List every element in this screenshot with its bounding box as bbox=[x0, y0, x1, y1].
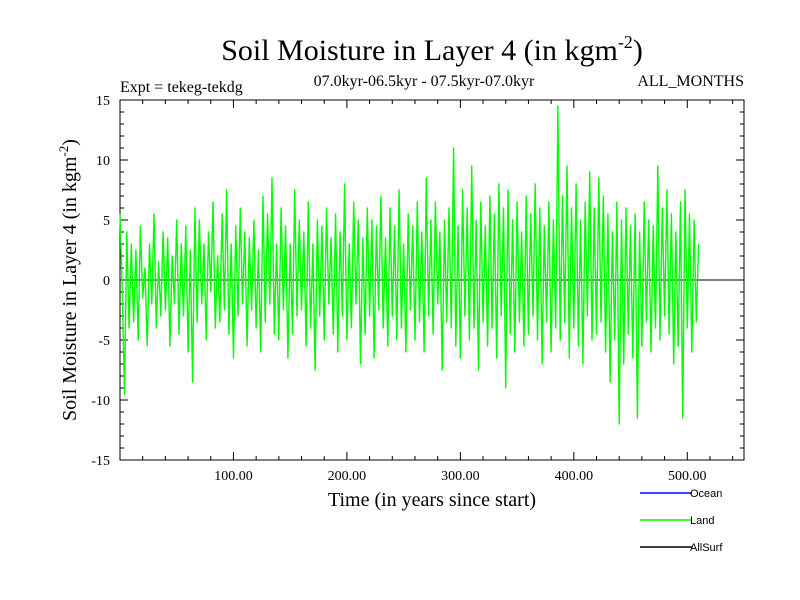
right-subtitle: ALL_MONTHS bbox=[637, 73, 744, 90]
y-tick-label: -5 bbox=[98, 334, 110, 349]
y-tick-label: 10 bbox=[96, 154, 110, 169]
legend-label-ocean: Ocean bbox=[690, 488, 722, 500]
series-line-land bbox=[119, 105, 700, 425]
legend: Ocean Land AllSurf bbox=[640, 488, 723, 554]
x-tick-label: 400.00 bbox=[555, 469, 594, 484]
x-tick-label: 500.00 bbox=[668, 469, 707, 484]
y-axis-ticks: -15 -10 -5 0 5 10 15 bbox=[91, 94, 744, 469]
x-axis-label: Time (in years since start) bbox=[328, 489, 536, 511]
chart-title: Soil Moisture in Layer 4 (in kgm-2) bbox=[221, 32, 643, 67]
x-tick-label: 300.00 bbox=[441, 469, 480, 484]
center-subtitle: 07.0kyr-06.5kyr - 07.5kyr-07.0kyr bbox=[314, 73, 535, 90]
y-axis-label: Soil Moisture in Layer 4 (in kgm-2) bbox=[56, 139, 81, 421]
x-tick-label: 200.00 bbox=[328, 469, 367, 484]
x-tick-label: 100.00 bbox=[214, 469, 253, 484]
y-tick-label: 5 bbox=[103, 214, 110, 229]
legend-label-allsurf: AllSurf bbox=[690, 542, 723, 554]
legend-label-land: Land bbox=[690, 515, 714, 527]
y-tick-label: -15 bbox=[91, 454, 110, 469]
left-subtitle: Expt = tekeg-tekdg bbox=[120, 79, 243, 96]
y-tick-label: -10 bbox=[91, 394, 110, 409]
y-tick-label: 15 bbox=[96, 94, 110, 109]
y-tick-label: 0 bbox=[103, 274, 110, 289]
x-axis-ticks: 100.00 200.00 300.00 400.00 500.00 bbox=[142, 100, 734, 484]
